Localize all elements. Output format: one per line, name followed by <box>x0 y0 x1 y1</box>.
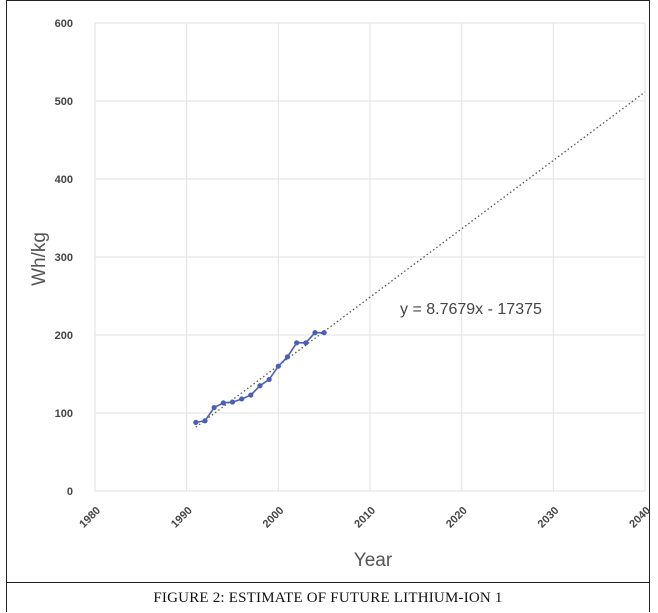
y-tick-label: 400 <box>55 174 73 186</box>
data-point <box>211 404 217 411</box>
figure-frame: 0 100 200 300 400 500 600 1980 1990 2000 2010 2020… <box>6 0 651 582</box>
data-point <box>312 330 318 336</box>
chart-grid <box>94 22 646 492</box>
trendline-group <box>195 91 646 428</box>
data-point <box>266 376 272 383</box>
data-point <box>303 340 309 346</box>
data-point <box>321 330 327 336</box>
figure-caption: FIGURE 2: ESTIMATE OF FUTURE LITHIUM-ION… <box>6 582 650 612</box>
data-point <box>193 419 199 425</box>
y-tick-label: 300 <box>55 252 73 264</box>
y-tick-labels: 0 100 200 300 400 500 600 <box>55 18 73 498</box>
x-axis-title: Year <box>354 550 393 571</box>
chart: 0 100 200 300 400 500 600 1980 1990 2000 2010 2020… <box>29 18 651 571</box>
x-tick-labels: 1980 1990 2000 2010 2020 2030 2040 <box>77 505 651 531</box>
data-point <box>257 383 263 389</box>
x-tick-label: 2040 <box>627 505 651 531</box>
x-tick-label: 1980 <box>77 505 103 531</box>
data-point <box>248 392 254 398</box>
trendline-equation: y = 8.7679x - 17375 <box>400 301 542 318</box>
data-point <box>275 363 281 369</box>
data-point <box>229 399 236 405</box>
x-tick-label: 2020 <box>444 505 470 531</box>
y-tick-label: 200 <box>55 330 73 342</box>
x-tick-label: 2000 <box>261 505 287 531</box>
x-tick-label: 2030 <box>536 505 562 531</box>
data-point <box>294 340 300 346</box>
trendline <box>195 91 646 428</box>
data-point <box>220 400 226 406</box>
y-tick-label: 0 <box>67 486 73 498</box>
y-tick-label: 600 <box>55 18 73 30</box>
y-tick-label: 500 <box>55 96 73 108</box>
data-point <box>239 396 245 402</box>
x-tick-label: 1990 <box>169 505 195 531</box>
data-point <box>284 354 291 360</box>
series-group <box>193 330 327 425</box>
y-tick-label: 100 <box>55 408 73 420</box>
x-tick-label: 2010 <box>352 505 378 531</box>
data-point <box>202 418 208 424</box>
y-axis-title: Wh/kg <box>29 232 50 286</box>
